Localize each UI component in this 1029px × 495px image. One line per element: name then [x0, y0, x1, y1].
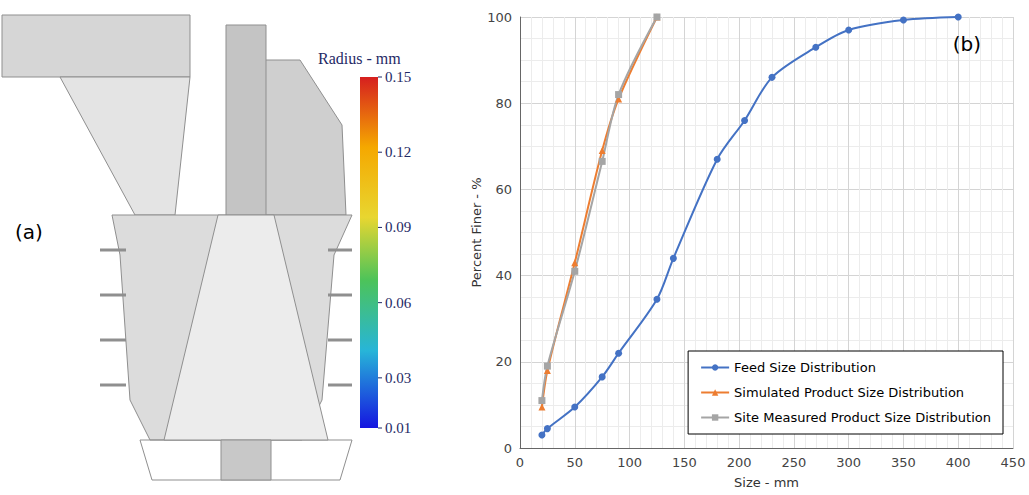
svg-text:400: 400 — [946, 455, 971, 470]
svg-text:(b): (b) — [953, 32, 981, 56]
svg-text:50: 50 — [567, 455, 584, 470]
svg-text:150: 150 — [672, 455, 697, 470]
svg-text:100: 100 — [617, 455, 642, 470]
svg-text:Site Measured Product Size Dis: Site Measured Product Size Distribution — [734, 410, 991, 425]
svg-text:0: 0 — [504, 441, 512, 456]
svg-text:Radius - mm: Radius - mm — [318, 50, 401, 67]
svg-text:80: 80 — [495, 96, 512, 111]
svg-text:350: 350 — [891, 455, 916, 470]
svg-text:100: 100 — [487, 10, 512, 25]
svg-text:60: 60 — [495, 182, 512, 197]
svg-text:0.06: 0.06 — [385, 295, 412, 311]
svg-text:450: 450 — [1001, 455, 1026, 470]
svg-text:Simulated Product Size Distrib: Simulated Product Size Distribution — [734, 385, 964, 400]
svg-text:(a): (a) — [15, 220, 43, 244]
svg-text:300: 300 — [836, 455, 861, 470]
svg-text:Size - mm: Size - mm — [734, 475, 799, 490]
svg-text:0.12: 0.12 — [385, 144, 411, 160]
svg-text:20: 20 — [495, 354, 512, 369]
svg-text:Percent Finer - %: Percent Finer - % — [469, 177, 484, 287]
svg-text:250: 250 — [781, 455, 806, 470]
svg-text:0.09: 0.09 — [385, 219, 411, 235]
svg-text:0: 0 — [516, 455, 524, 470]
svg-text:40: 40 — [495, 268, 512, 283]
svg-text:200: 200 — [727, 455, 752, 470]
svg-text:Feed Size Distribution: Feed Size Distribution — [734, 360, 876, 375]
svg-text:0.15: 0.15 — [385, 69, 411, 85]
svg-text:0.03: 0.03 — [385, 370, 411, 386]
svg-text:0.01: 0.01 — [385, 420, 411, 436]
